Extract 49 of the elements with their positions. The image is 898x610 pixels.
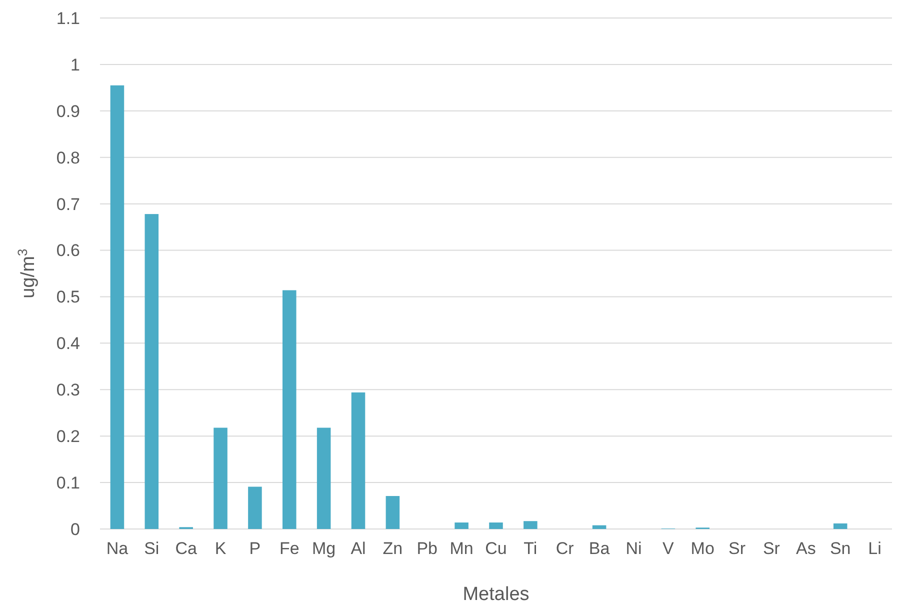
bar [214, 428, 228, 529]
y-tick-label: 0.3 [56, 380, 80, 400]
x-tick-label: Fe [279, 539, 300, 558]
bar [110, 85, 124, 529]
x-tick-label: Mn [450, 539, 474, 558]
y-tick-label: 0.8 [56, 148, 80, 168]
bar [592, 525, 606, 529]
x-tick-label: Na [106, 539, 129, 558]
x-tick-label: Sr [728, 539, 746, 558]
y-tick-label: 0.5 [56, 288, 80, 307]
x-tick-label: Mo [690, 539, 714, 558]
y-tick-label: 0.6 [56, 241, 80, 260]
x-tick-label: Si [144, 539, 160, 558]
x-tick-label: Sr [762, 539, 780, 558]
y-tick-label: 1.1 [56, 8, 80, 28]
x-tick-label: Li [868, 539, 882, 558]
bar [144, 214, 159, 529]
x-tick-label: Mg [312, 539, 336, 558]
bar [282, 290, 296, 529]
x-tick-label: V [662, 539, 674, 558]
bar [454, 522, 468, 529]
x-tick-label: K [214, 539, 227, 558]
x-tick-label: As [796, 539, 816, 558]
x-tick-label: Ti [524, 539, 538, 558]
y-tick-label: 0.2 [56, 427, 80, 446]
bar [316, 428, 331, 529]
y-tick-label: 0.7 [56, 194, 80, 214]
y-tick-label: 0.1 [56, 473, 80, 492]
x-tick-label: Ba [588, 539, 610, 558]
x-tick-label: Pb [416, 539, 438, 558]
bar [351, 392, 366, 529]
x-tick-label: Zn [382, 539, 403, 558]
x-tick-label: Cu [485, 539, 507, 558]
y-tick-label: 1 [70, 55, 80, 74]
bar [489, 522, 503, 529]
y-tick-label: 0 [70, 520, 80, 539]
x-tick-label: Cr [556, 539, 574, 558]
bar [386, 496, 400, 529]
x-axis-title: Metales [462, 584, 530, 605]
x-tick-label: P [249, 539, 261, 558]
x-tick-label: Al [350, 539, 366, 558]
x-tick-label: Ca [175, 539, 198, 558]
y-tick-label: 0.9 [56, 102, 80, 121]
y-tick-label: 0.4 [56, 334, 80, 354]
x-tick-label: Ni [626, 539, 642, 558]
bar [248, 486, 262, 529]
x-tick-label: Sn [830, 539, 851, 558]
bar [833, 523, 848, 529]
bar [524, 521, 538, 529]
